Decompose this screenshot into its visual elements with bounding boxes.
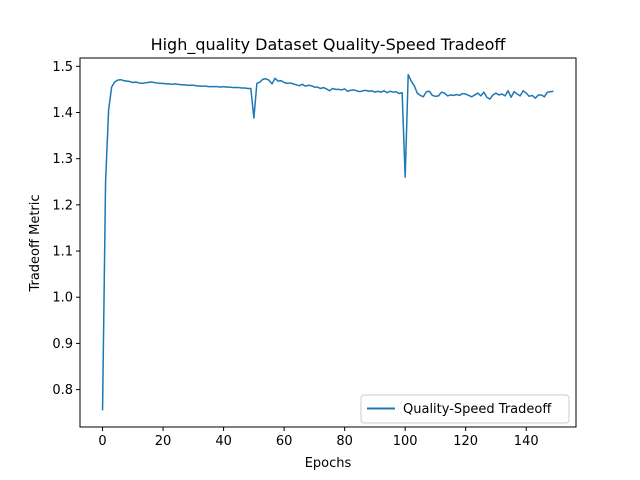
x-tick-label: 100 — [393, 434, 418, 449]
legend-box — [360, 394, 570, 424]
y-tick-label: 0.8 — [52, 383, 73, 398]
x-tick-label: 60 — [276, 434, 293, 449]
chart-title: High_quality Dataset Quality-Speed Trade… — [151, 35, 507, 55]
y-axis-label: Tradeoff Metric — [28, 194, 43, 292]
y-tick-label: 1.3 — [52, 152, 73, 167]
x-tick-label: 0 — [98, 434, 106, 449]
y-tick-label: 1.2 — [52, 198, 73, 213]
axes-frame — [79, 57, 577, 428]
x-tick-label: 120 — [453, 434, 478, 449]
legend-label: Quality-Speed Tradeoff — [403, 402, 552, 417]
y-tick-label: 1.5 — [52, 60, 73, 75]
x-tick-label: 40 — [215, 434, 232, 449]
x-tick-label: 80 — [336, 434, 353, 449]
y-tick-label: 1.4 — [52, 106, 73, 121]
plot-area: 0 20 40 60 80 100 120 140 0.8 0.9 1.0 1.1 1.2 1.3 1.4 1… — [52, 57, 577, 449]
x-tick-label: 140 — [514, 434, 539, 449]
x-axis-label: Epochs — [305, 456, 352, 471]
x-tick-label: 20 — [155, 434, 172, 449]
y-tick-label: 1.1 — [52, 245, 73, 260]
series-line-quality-speed-tradeoff — [101, 73, 554, 411]
y-tick-label: 1.0 — [52, 291, 73, 306]
y-tick-label: 0.9 — [52, 337, 73, 352]
legend: Quality-Speed Tradeoff — [360, 394, 570, 424]
